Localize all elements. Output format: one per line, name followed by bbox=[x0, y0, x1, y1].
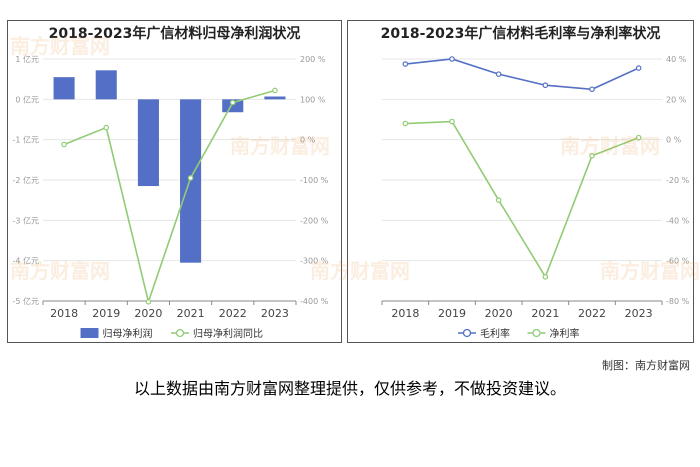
left-chart-title: 2018-2023年广信材料归母净利润状况 bbox=[48, 26, 301, 42]
y-left-tick-label: -2 亿元 bbox=[12, 175, 39, 185]
y-right-tick-label: 40 % bbox=[666, 55, 687, 64]
y-right-tick-label: 0 % bbox=[666, 136, 682, 145]
y-right-tick-label: 100 % bbox=[300, 95, 326, 104]
point-归母净利润同比 bbox=[272, 87, 278, 94]
point-归母净利润同比 bbox=[145, 299, 152, 305]
y-left-tick-label: -4 亿元 bbox=[12, 256, 39, 266]
x-tick-label: 2022 bbox=[219, 307, 247, 320]
y-right-tick-label: -60 % bbox=[666, 257, 690, 266]
x-tick-label: 2023 bbox=[625, 307, 653, 320]
bar-归母净利润 bbox=[95, 70, 117, 100]
y-left-tick-label: 1 亿元 bbox=[15, 54, 39, 64]
point-净利率 bbox=[402, 120, 409, 127]
line-净利率 bbox=[405, 120, 639, 279]
point-净利率 bbox=[589, 153, 595, 159]
y-left-tick-label: -5 亿元 bbox=[12, 296, 39, 306]
point-毛利率 bbox=[635, 65, 642, 71]
point-归母净利润同比 bbox=[229, 99, 236, 106]
legend-swatch bbox=[175, 328, 185, 338]
legend-label: 归母净利润同比 bbox=[193, 327, 263, 340]
right-chart-title: 2018-2023年广信材料毛利率与净利率状况 bbox=[380, 26, 661, 42]
point-净利率 bbox=[449, 118, 455, 125]
line-毛利率 bbox=[405, 58, 639, 91]
bar-归母净利润 bbox=[264, 96, 286, 100]
bar-归母净利润 bbox=[222, 99, 244, 113]
line-归母净利润同比 bbox=[63, 89, 276, 305]
legend-swatch bbox=[532, 328, 541, 338]
point-净利率 bbox=[542, 274, 549, 280]
legend-swatch bbox=[462, 328, 472, 338]
x-tick-label: 2021 bbox=[177, 307, 205, 320]
legend-label: 归母净利润 bbox=[103, 327, 153, 340]
y-right-tick-label: 20 % bbox=[666, 95, 687, 104]
disclaimer-text: 以上数据由南方财富网整理提供，仅供参考，不做投资建议。 bbox=[133, 379, 566, 398]
x-tick-label: 2018 bbox=[50, 307, 78, 320]
y-right-tick-label: -20 % bbox=[666, 176, 690, 185]
x-tick-label: 2019 bbox=[438, 307, 466, 320]
x-tick-label: 2022 bbox=[578, 307, 606, 320]
y-right-tick-label: -80 % bbox=[666, 297, 690, 306]
y-right-tick-label: -100 % bbox=[300, 176, 329, 185]
legend-label: 净利率 bbox=[550, 327, 580, 340]
point-净利率 bbox=[495, 197, 502, 203]
y-left-tick-label: -3 亿元 bbox=[12, 215, 39, 225]
x-tick-label: 2020 bbox=[485, 307, 513, 320]
point-毛利率 bbox=[542, 82, 549, 89]
y-left-tick-label: 0 亿元 bbox=[15, 94, 39, 104]
y-right-tick-label: 200 % bbox=[300, 55, 326, 64]
point-毛利率 bbox=[589, 86, 595, 93]
x-tick-label: 2023 bbox=[261, 307, 289, 320]
right-chart-panel: 2018-2023年广信材料毛利率与净利率状况 40 % 20 % 0 % -20 %… bbox=[347, 20, 694, 343]
y-right-tick-label: -400 % bbox=[300, 297, 329, 306]
bar-归母净利润 bbox=[53, 77, 75, 100]
left-chart-svg: 1 亿元 0 亿元 -1 亿元 -2 亿元 -3 亿元 -4 亿元 -5 亿元 200 % 10… bbox=[12, 54, 329, 340]
y-right-tick-label: 0 % bbox=[300, 136, 316, 145]
point-毛利率 bbox=[495, 71, 502, 77]
y-right-tick-label: -300 % bbox=[300, 257, 329, 266]
bar-归母净利润 bbox=[137, 99, 159, 187]
y-right-tick-label: -40 % bbox=[666, 216, 690, 225]
point-毛利率 bbox=[449, 56, 455, 62]
y-right-tick-label: -200 % bbox=[300, 216, 329, 225]
point-归母净利润同比 bbox=[103, 124, 110, 131]
x-tick-label: 2018 bbox=[391, 307, 419, 320]
left-chart-panel: 2018-2023年广信材料归母净利润状况 1 亿元 0 亿元 -1 亿元 -2 亿元… bbox=[7, 20, 342, 343]
right-chart-svg: 40 % 20 % 0 % -20 % -40 % -60 % -80 % 2018 2019 2… bbox=[381, 55, 690, 340]
chart-credit: 制图：南方财富网 bbox=[602, 359, 690, 372]
x-tick-label: 2021 bbox=[531, 307, 559, 320]
bar-归母净利润 bbox=[180, 99, 202, 263]
point-归母净利润同比 bbox=[61, 141, 67, 148]
point-归母净利润同比 bbox=[187, 175, 194, 181]
legend-label: 毛利率 bbox=[480, 327, 510, 340]
legend-swatch bbox=[80, 328, 99, 338]
x-tick-label: 2019 bbox=[92, 307, 120, 320]
y-left-tick-label: -1 亿元 bbox=[12, 135, 39, 145]
x-tick-label: 2020 bbox=[134, 307, 162, 320]
point-毛利率 bbox=[402, 61, 409, 67]
point-净利率 bbox=[635, 134, 642, 141]
